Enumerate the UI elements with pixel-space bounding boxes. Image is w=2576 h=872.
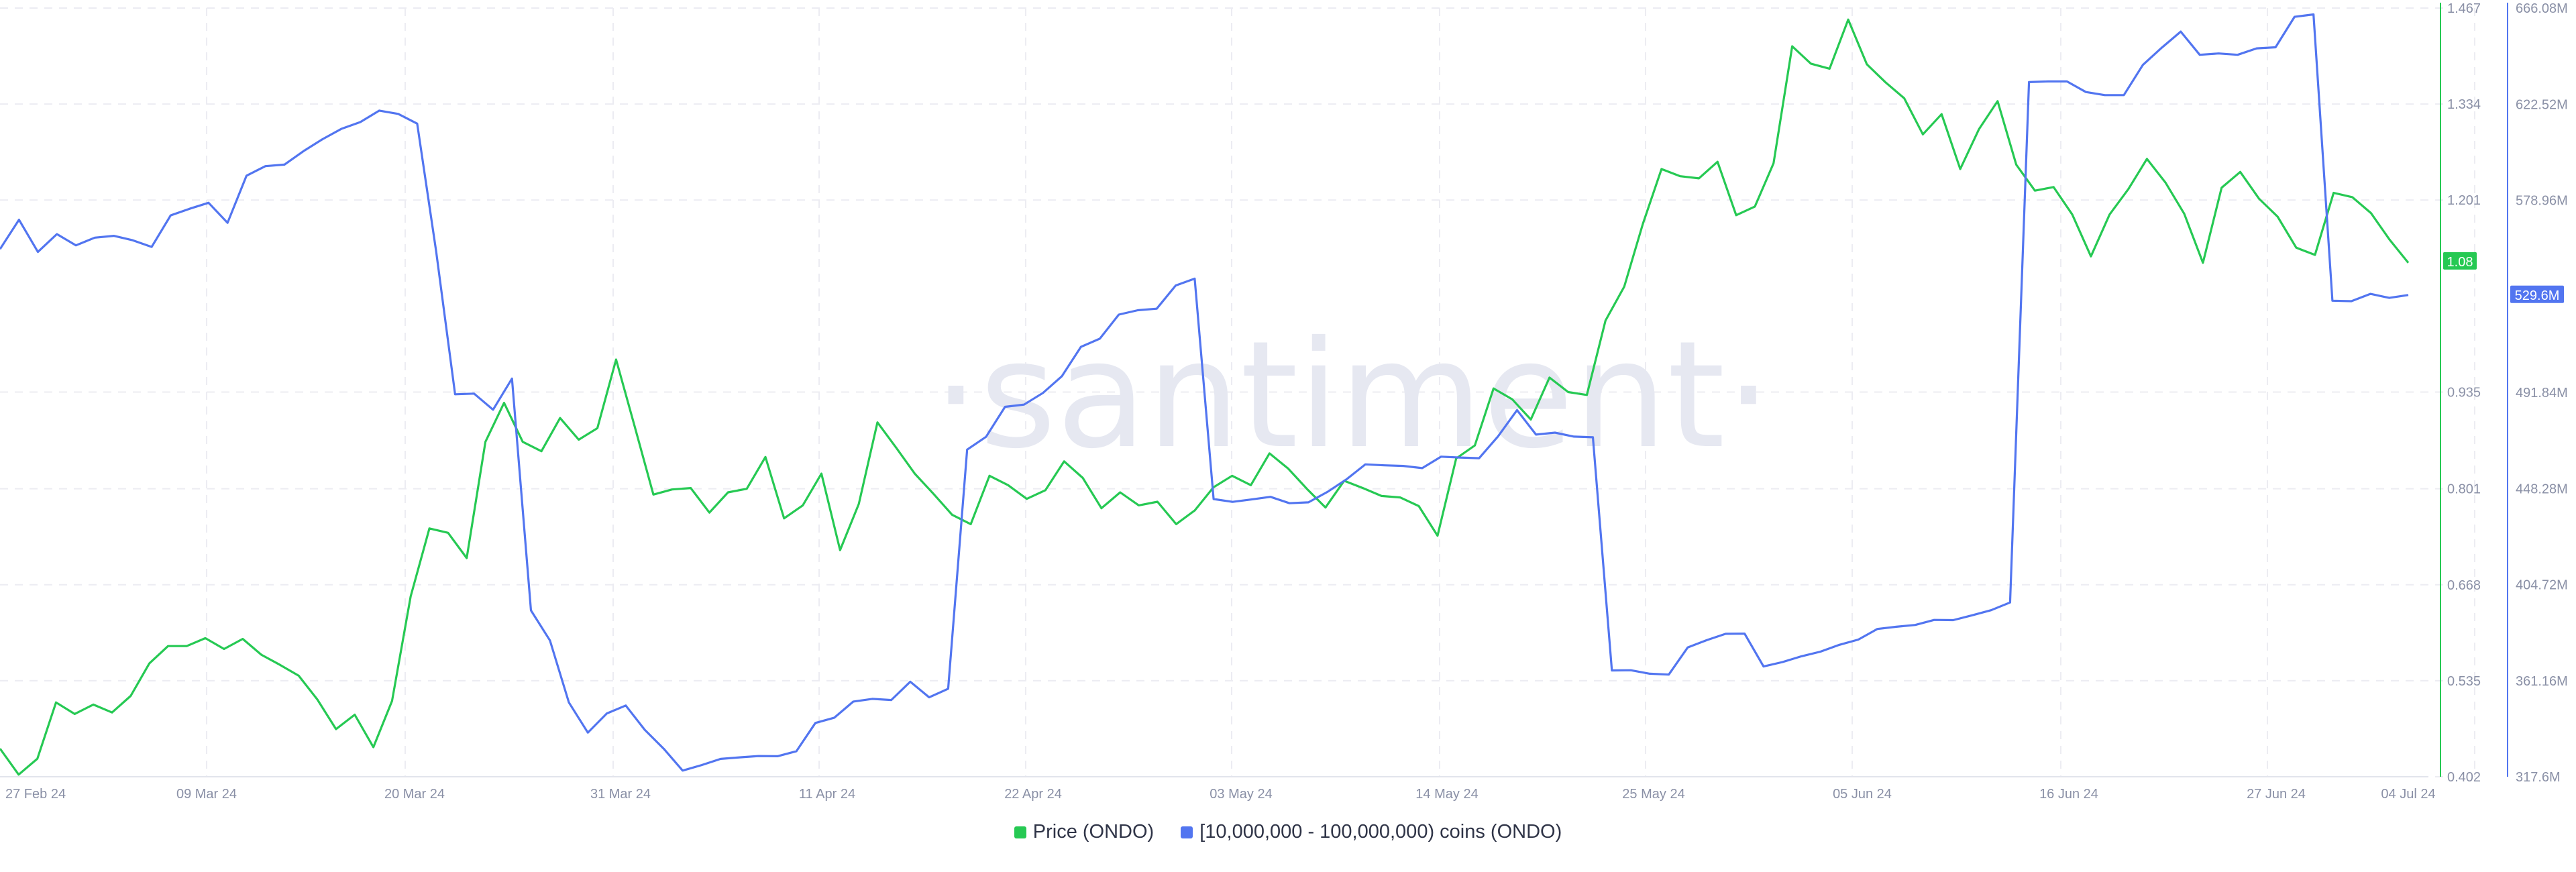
legend: Price (ONDO) [10,000,000 - 100,000,000) … [0, 821, 2576, 843]
holdings-tick-label: 491.84M [2516, 386, 2568, 400]
price-tick-label: 0.402 [2447, 770, 2481, 785]
watermark: ·santiment· [932, 309, 1772, 481]
x-tick-label: 11 Apr 24 [799, 787, 855, 802]
price-tick-label: 1.467 [2447, 1, 2481, 16]
holdings-tick-label: 361.16M [2516, 674, 2568, 689]
price-tick-label: 0.935 [2447, 385, 2481, 400]
price-tick-label: 1.334 [2447, 97, 2481, 112]
price-tick-label: 1.201 [2447, 193, 2481, 208]
x-tick-label: 09 Mar 24 [176, 787, 237, 802]
legend-label-holdings: [10,000,000 - 100,000,000) coins (ONDO) [1199, 821, 1562, 842]
legend-label-price: Price (ONDO) [1032, 821, 1155, 842]
grid-layer [0, 7, 2475, 777]
holdings-tick-label: 666.08M [2516, 1, 2568, 16]
legend-swatch-holdings [1181, 826, 1193, 838]
holdings-current-badge [2510, 285, 2564, 303]
holdings-current-label: 529.6M [2515, 288, 2560, 303]
holdings-tick-label: 317.6M [2516, 770, 2561, 785]
price-tick-label: 0.535 [2447, 674, 2481, 689]
badge-layer: 1.08 529.6M [2443, 252, 2564, 303]
price-current-label: 1.08 [2447, 255, 2473, 270]
price-tick-label: 0.668 [2447, 578, 2481, 593]
x-tick-label: 04 Jul 24 [2381, 787, 2435, 802]
price-series-line [0, 18, 2410, 776]
price-tick-label: 0.801 [2447, 482, 2481, 497]
x-tick-label: 27 Jun 24 [2247, 787, 2306, 802]
x-tick-label: 31 Mar 24 [590, 787, 651, 802]
holdings-tick-label: 448.28M [2516, 482, 2568, 496]
x-tick-label: 03 May 24 [1210, 787, 1272, 802]
x-tick-label: 05 Jun 24 [1833, 787, 1892, 802]
holdings-series-line [0, 13, 2409, 772]
x-tick-label: 14 May 24 [1415, 787, 1478, 802]
holdings-tick-label: 578.96M [2516, 194, 2568, 209]
x-tick-label: 27 Feb 24 [5, 787, 66, 802]
axis-layer: 0.402 0.535 0.668 0.801 0.935 1.201 1.334 1.467… [0, 1, 2568, 802]
x-tick-label: 22 Apr 24 [1004, 787, 1062, 802]
price-current-badge [2443, 252, 2477, 270]
chart-svg: ·santiment· 0.402 0.535 0.668 0.801 0.935 1.2… [0, 1, 2568, 802]
series-layer [0, 13, 2410, 776]
legend-swatch-price [1014, 826, 1026, 838]
holdings-tick-label: 622.52M [2516, 97, 2568, 112]
x-tick-label: 16 Jun 24 [2039, 787, 2098, 802]
legend-item-price[interactable]: Price (ONDO) [1014, 821, 1154, 843]
x-tick-label: 25 May 24 [1622, 787, 1684, 802]
legend-item-holdings[interactable]: [10,000,000 - 100,000,000) coins (ONDO) [1181, 821, 1562, 843]
holdings-tick-label: 404.72M [2516, 578, 2568, 593]
x-tick-label: 20 Mar 24 [384, 787, 445, 802]
